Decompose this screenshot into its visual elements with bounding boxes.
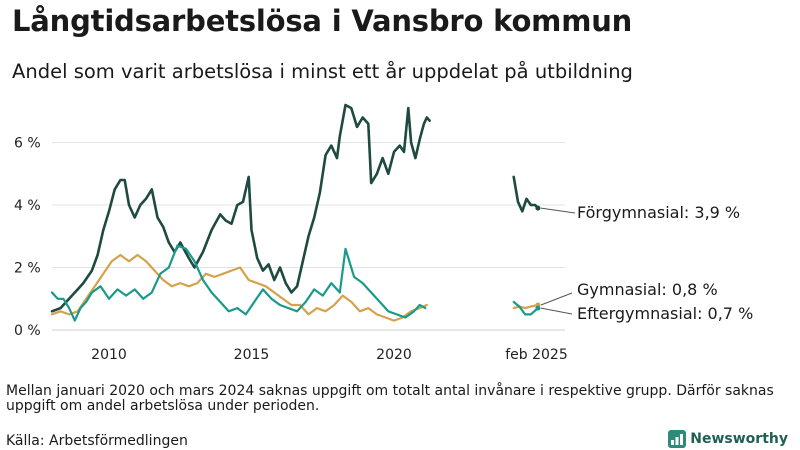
line-chart: 0 % 2 % 4 % 6 % 2010 2015 2020 feb 2025 Förgym… <box>14 103 753 363</box>
x-tick-label: 2015 <box>234 347 270 363</box>
series-line-eftergymnasial-segment-2 <box>512 300 539 316</box>
series-line-frgymnasial-segment-1 <box>50 103 431 313</box>
x-tick-label: 2010 <box>91 347 127 363</box>
chart-subtitle: Andel som varit arbetslösa i minst ett å… <box>12 60 633 83</box>
series-line-gymnasial-segment-2 <box>512 303 539 310</box>
chart-title: Långtidsarbetslösa i Vansbro kommun <box>12 4 633 38</box>
footnote: Mellan januari 2020 och mars 2024 saknas… <box>6 383 774 414</box>
end-label-frgymnasial: Förgymnasial: 3,9 % <box>577 203 740 222</box>
brand-logo: Newsworthy <box>668 429 788 449</box>
end-label-leader <box>540 207 576 214</box>
x-tick-label: feb 2025 <box>505 347 568 363</box>
series-end-point <box>535 205 541 211</box>
series-lines <box>50 103 541 322</box>
gridlines <box>52 142 565 331</box>
end-labels: Förgymnasial: 3,9 % Gymnasial: 0,8 % Efter… <box>540 203 753 323</box>
end-label-leader <box>540 292 573 306</box>
x-axis-ticks: 2010 2015 2020 feb 2025 <box>91 347 568 363</box>
y-tick-label: 0 % <box>14 323 41 339</box>
y-tick-label: 2 % <box>14 261 41 277</box>
newsworthy-logo-icon <box>668 430 687 448</box>
brand-name: Newsworthy <box>690 431 788 447</box>
series-line-gymnasial-segment-1 <box>50 253 428 322</box>
y-tick-label: 6 % <box>14 136 41 152</box>
source-text: Källa: Arbetsförmedlingen <box>6 433 188 449</box>
series-line-frgymnasial-segment-2 <box>512 175 540 213</box>
end-label-gymnasial: Gymnasial: 0,8 % <box>577 280 718 299</box>
y-axis-ticks: 0 % 2 % 4 % 6 % <box>14 136 41 340</box>
series-end-point <box>535 305 541 311</box>
end-label-eftergymnasial: Eftergymnasial: 0,7 % <box>577 304 753 323</box>
y-tick-label: 4 % <box>14 198 41 214</box>
x-tick-label: 2020 <box>376 347 412 363</box>
series-line-eftergymnasial-segment-1 <box>50 244 427 322</box>
end-label-leader <box>540 307 573 315</box>
